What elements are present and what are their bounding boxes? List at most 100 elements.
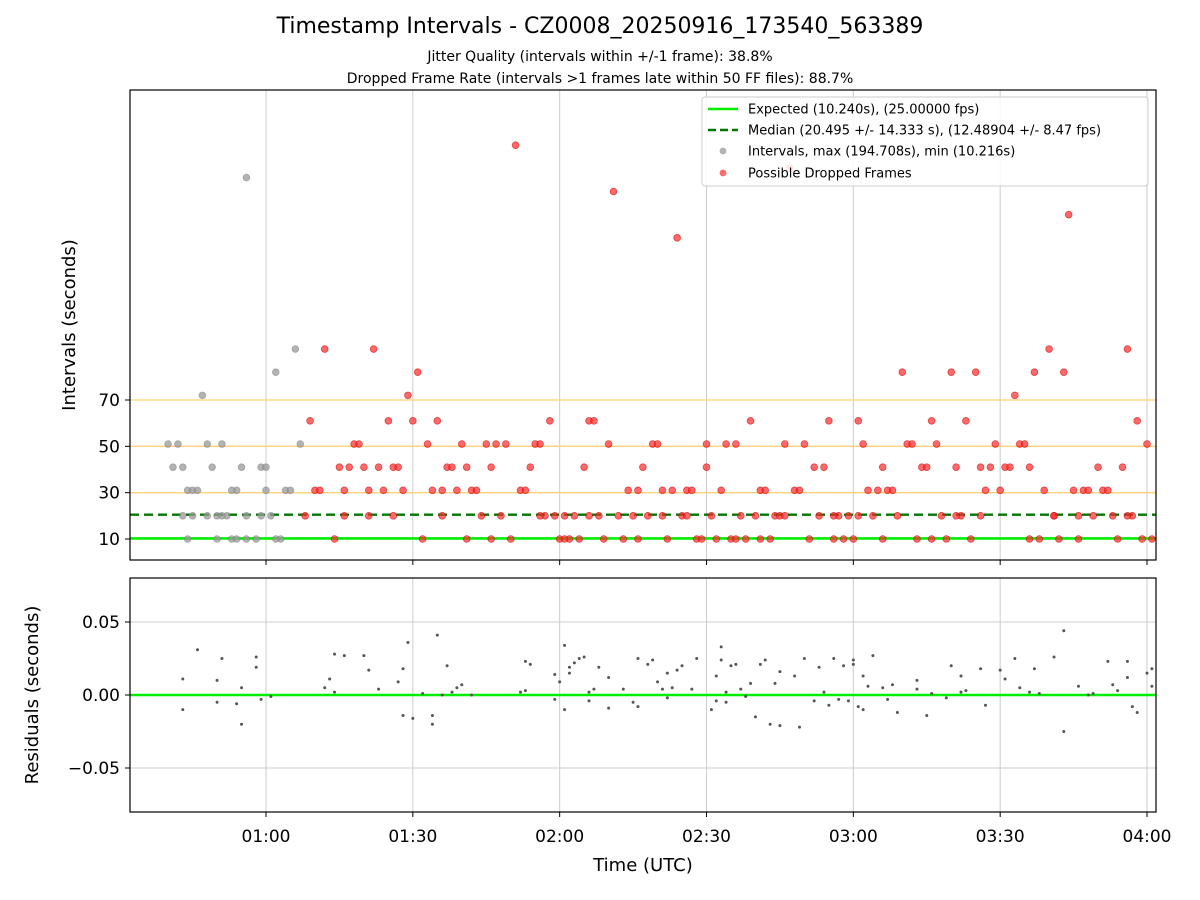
dropped-frame-point: [829, 512, 838, 520]
residual-point: [587, 699, 591, 703]
dropped-frame-point: [320, 345, 329, 353]
dropped-frame-point: [457, 440, 466, 448]
dropped-frame-point: [575, 535, 584, 543]
interval-point: [242, 512, 251, 520]
dropped-frame-point: [849, 535, 858, 543]
residual-point: [998, 668, 1002, 672]
dropped-frame-point: [986, 463, 995, 471]
dropped-frame-point: [756, 535, 765, 543]
residual-point: [1125, 659, 1129, 663]
x-tick-label: 01:30: [388, 827, 437, 847]
dropped-frame-point: [1045, 345, 1053, 353]
residual-point: [812, 699, 816, 703]
residual-point: [915, 678, 919, 682]
dropped-frame-point: [418, 535, 427, 543]
dropped-frame-point: [839, 535, 848, 543]
legend-box: [701, 96, 1149, 187]
residual-point: [690, 687, 694, 691]
dropped-frame-point: [1064, 210, 1073, 219]
dropped-frame-point: [1123, 345, 1132, 353]
dropped-frame-point: [301, 512, 309, 520]
interval-point: [262, 486, 270, 495]
dropped-frame-point: [487, 535, 495, 543]
dropped-frame-point: [1069, 486, 1078, 495]
interval-point: [291, 345, 300, 353]
interval-point: [203, 512, 212, 520]
dropped-frame-point: [614, 512, 623, 520]
dropped-frame-point: [609, 187, 618, 196]
residual-point: [1032, 667, 1036, 671]
residual-point: [827, 703, 831, 707]
dropped-frame-point: [560, 512, 569, 520]
top-panel-reference-lines: [130, 399, 1156, 540]
dropped-frame-point: [394, 463, 402, 471]
dropped-frame-point: [908, 440, 916, 448]
dropped-frame-point: [1030, 368, 1039, 377]
dropped-frame-point: [634, 486, 642, 495]
residual-point: [470, 693, 474, 697]
residual-point: [724, 690, 728, 694]
residual-point: [851, 658, 855, 662]
dropped-frame-point: [732, 440, 740, 448]
dropped-frame-point: [492, 440, 500, 448]
chart-subtitle-jitter: Jitter Quality (intervals within +/-1 fr…: [427, 49, 773, 65]
residual-point: [558, 680, 562, 684]
dropped-frame-point: [482, 440, 491, 448]
residual-point: [651, 658, 655, 662]
dropped-frame-point: [864, 486, 872, 495]
dropped-frame-point: [306, 417, 314, 425]
dropped-frame-point: [854, 512, 863, 520]
interval-point: [271, 535, 280, 543]
dropped-frame-point: [340, 486, 349, 495]
interval-point: [237, 463, 246, 471]
dropped-frame-point: [423, 440, 432, 448]
residual-point: [215, 700, 219, 704]
x-tick-label: 03:30: [976, 827, 1025, 847]
dropped-frame-point: [462, 535, 471, 543]
residual-point: [660, 687, 664, 691]
dropped-frame-point: [810, 463, 818, 471]
residual-point: [636, 657, 640, 660]
legend: Expected (10.240s), (25.00000 fps) Median…: [701, 96, 1149, 187]
residual-point: [797, 725, 801, 729]
dropped-frame-point: [526, 463, 535, 471]
dropped-frame-point: [673, 234, 681, 242]
residual-point: [631, 700, 635, 704]
dropped-frame-point: [1055, 535, 1063, 543]
dropped-frame-point: [751, 512, 760, 520]
residual-point: [240, 722, 244, 726]
residual-point: [749, 681, 753, 685]
dropped-frame-point: [364, 486, 373, 495]
interval-point: [183, 535, 192, 543]
dropped-frame-point: [996, 486, 1004, 495]
dropped-frame-point: [1035, 535, 1044, 543]
residual-point: [846, 699, 850, 703]
top-panel-y-axis-label: Intervals (seconds): [59, 239, 80, 411]
x-tick-label: 01:00: [242, 827, 291, 847]
residual-point: [567, 665, 571, 669]
residual-point: [714, 674, 718, 678]
interval-point: [213, 535, 221, 543]
interval-point: [188, 512, 197, 520]
bottom-y-tick-label: 0.05: [82, 613, 120, 633]
residual-point: [675, 668, 679, 672]
top-panel-frame: [129, 89, 1157, 561]
interval-point: [257, 512, 265, 520]
interval-point: [242, 173, 251, 182]
dropped-frame-point: [702, 440, 711, 448]
dropped-frame-point: [497, 512, 505, 520]
residual-point: [259, 697, 263, 701]
dropped-frame-point: [619, 535, 628, 543]
residual-point: [597, 665, 601, 669]
residual-point: [430, 713, 434, 717]
dropped-frame-point: [898, 368, 907, 377]
residual-point: [567, 671, 571, 675]
residual-point: [842, 664, 846, 668]
residual-point: [553, 673, 557, 677]
residual-point: [1091, 692, 1095, 696]
dropped-frame-point: [922, 463, 931, 471]
interval-point: [203, 440, 212, 448]
dropped-frame-point: [976, 463, 985, 471]
residual-point: [377, 687, 381, 691]
interval-point: [262, 463, 270, 471]
